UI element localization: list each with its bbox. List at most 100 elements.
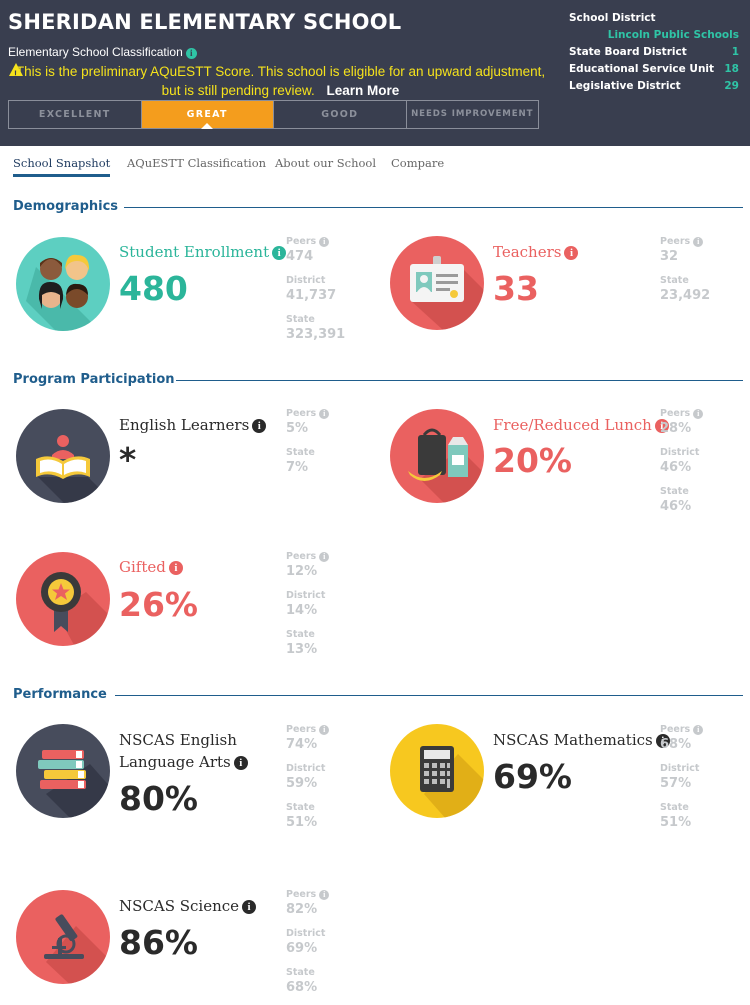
teachers-label: Teachers i xyxy=(493,241,579,263)
state-label: State xyxy=(286,967,315,978)
info-icon[interactable]: i xyxy=(693,237,704,247)
district-info-panel: School District Lincoln Public Schools S… xyxy=(569,12,739,97)
school-district-label: School District xyxy=(569,12,656,24)
teachers-comparison: Peers i 32 State 23,492 xyxy=(660,236,730,314)
enrollment-label: Student Enrollment i xyxy=(119,241,287,263)
info-icon[interactable]: i xyxy=(272,246,287,260)
district-value: 41,737 xyxy=(286,288,337,303)
info-icon[interactable]: i xyxy=(252,419,267,433)
award-ribbon-icon xyxy=(16,552,110,646)
peers-value: 32 xyxy=(660,249,679,264)
peers-value: 82% xyxy=(286,902,318,917)
state-board-label: State Board District xyxy=(569,46,687,58)
school-district-value[interactable]: Lincoln Public Schools xyxy=(607,29,739,41)
preliminary-warning: ! This is the preliminary AQuESTT Score.… xyxy=(8,62,553,100)
teachers-value: 33 xyxy=(493,269,539,308)
learn-more-link[interactable]: Learn More xyxy=(326,83,400,98)
info-icon[interactable]: i xyxy=(564,246,579,260)
peers-label: Peers i xyxy=(660,724,730,736)
peers-value: 474 xyxy=(286,249,314,264)
district-value: 59% xyxy=(286,776,318,791)
calculator-icon xyxy=(390,724,484,818)
peers-label: Peers i xyxy=(286,236,356,248)
peers-value: 12% xyxy=(286,564,318,579)
district-value: 14% xyxy=(286,603,318,618)
classification-label: Elementary School Classification i xyxy=(8,45,197,59)
district-label: District xyxy=(660,447,700,458)
state-label: State xyxy=(286,447,315,458)
state-label: State xyxy=(286,314,315,325)
enrollment-comparison: Peers i 474 District 41,737 State 323,391 xyxy=(286,236,356,353)
peers-value: 5% xyxy=(286,421,309,436)
math-comparison: Peers i 68% District 57% State 51% xyxy=(660,724,730,841)
district-value: 46% xyxy=(660,460,692,475)
state-label: State xyxy=(660,275,689,286)
info-icon[interactable]: i xyxy=(168,561,183,575)
students-faces-icon xyxy=(16,237,110,331)
classification-tier-bar: EXCELLENT GREAT GOOD NEEDS IMPROVEMENT xyxy=(8,100,539,129)
district-label: District xyxy=(286,928,326,939)
info-icon[interactable]: i xyxy=(319,409,330,419)
tier-excellent[interactable]: EXCELLENT xyxy=(9,101,142,128)
peers-label: Peers i xyxy=(286,889,356,901)
ell-comparison: Peers i 5% State 7% xyxy=(286,408,356,486)
state-value: 46% xyxy=(660,499,692,514)
section-title-program-participation: Program Participation xyxy=(13,372,175,387)
state-value: 23,492 xyxy=(660,288,711,303)
info-icon[interactable]: i xyxy=(185,48,197,59)
state-value: 51% xyxy=(660,815,692,830)
district-value: 57% xyxy=(660,776,692,791)
section-divider xyxy=(176,380,743,381)
tab-compare[interactable]: Compare xyxy=(391,156,445,170)
science-label: NSCAS Science i xyxy=(119,895,257,917)
enrollment-value: 480 xyxy=(119,269,188,308)
tab-aquestt-classification[interactable]: AQuESTT Classification xyxy=(127,156,267,170)
section-title-demographics: Demographics xyxy=(13,199,119,214)
district-label: District xyxy=(286,763,326,774)
peers-value: 28% xyxy=(660,421,692,436)
id-badge-icon xyxy=(390,236,484,330)
tier-good[interactable]: GOOD xyxy=(274,101,407,128)
info-icon[interactable]: i xyxy=(319,552,330,562)
ell-value: * xyxy=(119,440,137,479)
ell-label: English Learners i xyxy=(119,414,267,436)
microscope-icon xyxy=(16,890,110,984)
state-value: 13% xyxy=(286,642,318,657)
school-name: SHERIDAN ELEMENTARY SCHOOL xyxy=(8,10,402,34)
info-icon[interactable]: i xyxy=(242,900,257,914)
peers-label: Peers i xyxy=(286,408,356,420)
state-board-value: 1 xyxy=(731,46,739,58)
tab-school-snapshot[interactable]: School Snapshot xyxy=(13,156,111,177)
info-icon[interactable]: i xyxy=(655,734,670,748)
tier-needs-improvement[interactable]: NEEDS IMPROVEMENT xyxy=(411,109,534,119)
info-icon[interactable]: i xyxy=(693,409,704,419)
state-value: 68% xyxy=(286,980,318,995)
peers-label: Peers i xyxy=(660,236,730,248)
gifted-comparison: Peers i 12% District 14% State 13% xyxy=(286,551,356,668)
district-label: District xyxy=(660,763,700,774)
info-icon[interactable]: i xyxy=(654,419,669,433)
science-comparison: Peers i 82% District 69% State 68% xyxy=(286,889,356,1005)
section-divider xyxy=(124,207,743,208)
state-value: 323,391 xyxy=(286,327,346,342)
info-icon[interactable]: i xyxy=(319,725,330,735)
esu-value: 18 xyxy=(724,63,739,75)
esu-label: Educational Service Unit xyxy=(569,63,715,75)
state-label: State xyxy=(660,486,689,497)
info-icon[interactable]: i xyxy=(319,890,330,900)
peers-label: Peers i xyxy=(660,408,730,420)
info-icon[interactable]: i xyxy=(693,725,704,735)
info-icon[interactable]: i xyxy=(319,237,330,247)
state-value: 51% xyxy=(286,815,318,830)
info-icon[interactable]: i xyxy=(233,756,248,770)
tab-about-our-school[interactable]: About our School xyxy=(275,156,377,170)
ela-value: 80% xyxy=(119,779,198,818)
reading-book-icon xyxy=(16,409,110,503)
tier-great[interactable]: GREAT xyxy=(141,101,274,129)
district-label: District xyxy=(286,275,326,286)
school-header: SHERIDAN ELEMENTARY SCHOOL Elementary Sc… xyxy=(0,0,750,146)
warning-icon: ! xyxy=(9,63,23,79)
district-label: District xyxy=(286,590,326,601)
section-divider xyxy=(115,695,743,696)
district-value: 69% xyxy=(286,941,318,956)
